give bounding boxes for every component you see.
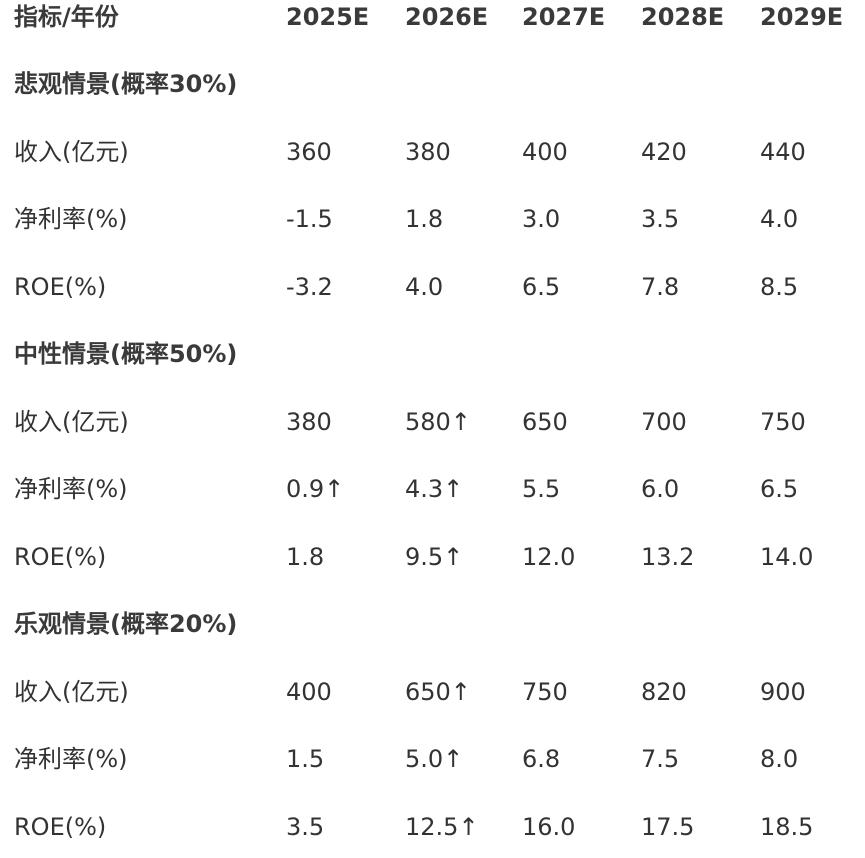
header-row: 指标/年份 2025E 2026E 2027E 2028E 2029E [0,0,865,37]
table-row: 收入(亿元) 400 650↑ 750 820 900 [0,672,865,712]
table-cell: 440 [760,138,806,166]
table-row: ROE(%) -3.2 4.0 6.5 7.8 8.5 [0,267,865,307]
table-cell: 8.0 [760,745,799,773]
table-cell: 4.3↑ [405,475,464,503]
header-year: 2025E [286,3,370,31]
section-title: 中性情景(概率50%) [14,340,238,368]
table-cell: 8.5 [760,273,799,301]
table-cell: 4.0 [405,273,444,301]
table-cell: 6.0 [641,475,680,503]
table-cell: 1.8 [286,543,325,571]
table-row: 净利率(%) -1.5 1.8 3.0 3.5 4.0 [0,199,865,239]
table-cell: 400 [286,678,332,706]
table-cell: 3.5 [286,813,325,841]
table-cell: 820 [641,678,687,706]
table-row: ROE(%) 1.8 9.5↑ 12.0 13.2 14.0 [0,537,865,577]
row-label: 收入(亿元) [14,138,129,166]
row-label: 净利率(%) [14,745,128,773]
table-cell: 6.5 [522,273,561,301]
row-label: ROE(%) [14,813,107,841]
table-cell: 0.9↑ [286,475,345,503]
row-label: ROE(%) [14,273,107,301]
table-cell: 9.5↑ [405,543,464,571]
table-cell: 1.5 [286,745,325,773]
table-cell: 6.5 [760,475,799,503]
table-cell: 7.8 [641,273,680,301]
table-cell: 1.8 [405,205,444,233]
table-cell: 12.5↑ [405,813,479,841]
header-year: 2026E [405,3,489,31]
table-cell: 7.5 [641,745,680,773]
table-cell: 380 [286,408,332,436]
header-year: 2029E [760,3,844,31]
table-cell: 14.0 [760,543,814,571]
table-cell: 580↑ [405,408,471,436]
table-row: ROE(%) 3.5 12.5↑ 16.0 17.5 18.5 [0,807,865,847]
table-cell: 12.0 [522,543,576,571]
table-cell: -3.2 [286,273,333,301]
table-row: 净利率(%) 0.9↑ 4.3↑ 5.5 6.0 6.5 [0,469,865,509]
section-title-row: 悲观情景(概率30%) [0,64,865,104]
table-cell: 3.5 [641,205,680,233]
header-label: 指标/年份 [14,3,119,31]
row-label: 净利率(%) [14,205,128,233]
header-year: 2028E [641,3,725,31]
table-cell: 16.0 [522,813,576,841]
row-label: 收入(亿元) [14,408,129,436]
table-cell: 750 [760,408,806,436]
row-label: ROE(%) [14,543,107,571]
section-title-row: 中性情景(概率50%) [0,334,865,374]
table-cell: -1.5 [286,205,333,233]
table-cell: 5.5 [522,475,561,503]
section-title-row: 乐观情景(概率20%) [0,604,865,644]
table-cell: 380 [405,138,451,166]
section-title: 乐观情景(概率20%) [14,610,238,638]
table-cell: 650 [522,408,568,436]
table-cell: 17.5 [641,813,695,841]
table-cell: 700 [641,408,687,436]
table-cell: 650↑ [405,678,471,706]
table-cell: 360 [286,138,332,166]
row-label: 净利率(%) [14,475,128,503]
table-row: 净利率(%) 1.5 5.0↑ 6.8 7.5 8.0 [0,739,865,779]
table-cell: 13.2 [641,543,695,571]
table-cell: 900 [760,678,806,706]
table-cell: 3.0 [522,205,561,233]
header-year: 2027E [522,3,606,31]
table-cell: 400 [522,138,568,166]
section-title: 悲观情景(概率30%) [14,70,238,98]
table-cell: 18.5 [760,813,814,841]
table-cell: 4.0 [760,205,799,233]
table-cell: 5.0↑ [405,745,464,773]
table-row: 收入(亿元) 380 580↑ 650 700 750 [0,402,865,442]
table-cell: 750 [522,678,568,706]
table-cell: 6.8 [522,745,561,773]
row-label: 收入(亿元) [14,678,129,706]
table-cell: 420 [641,138,687,166]
table-row: 收入(亿元) 360 380 400 420 440 [0,132,865,172]
